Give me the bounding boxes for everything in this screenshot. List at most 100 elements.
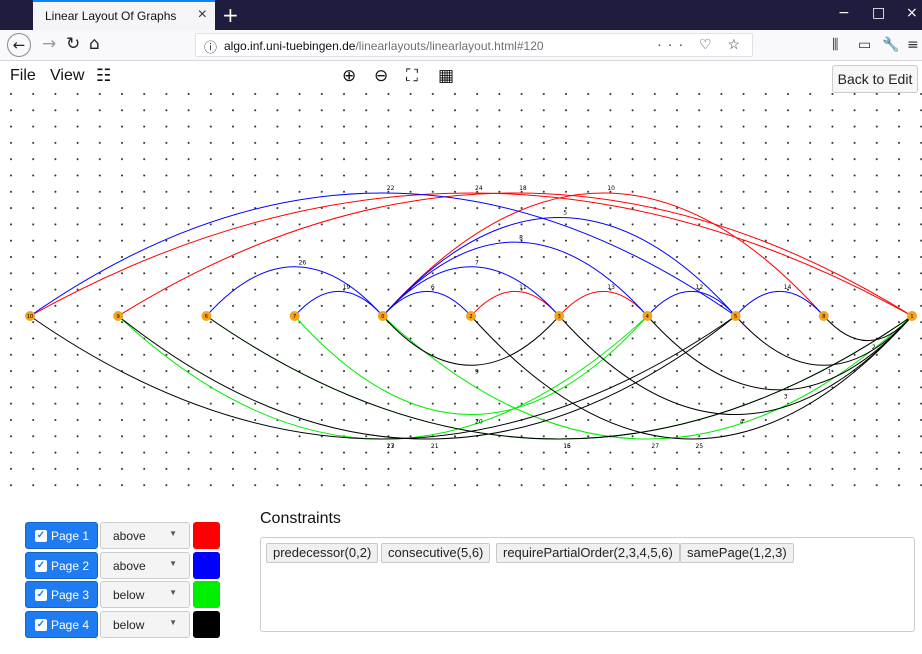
edge-13[interactable] [558, 291, 648, 317]
select-value: above [113, 559, 146, 573]
edge-10[interactable] [382, 192, 825, 317]
vertex-5[interactable] [730, 311, 741, 321]
checkbox-icon[interactable]: ✓ [35, 589, 47, 601]
vertex-1[interactable] [907, 311, 917, 321]
edge-6[interactable] [382, 291, 472, 317]
browser-tab[interactable]: Linear Layout Of Graphs × [33, 0, 215, 30]
edge-12[interactable] [647, 291, 736, 317]
back-to-edit-button[interactable]: Back to Edit [832, 65, 918, 93]
vertices-layer: 10 9 6 7 0 2 3 4 5 8 1 [25, 311, 917, 321]
extension-icon[interactable]: 🔧 [882, 37, 900, 53]
page-1-toggle[interactable]: ✓ Page 1 [25, 522, 98, 549]
constraint-chip[interactable]: predecessor(0,2) [266, 543, 379, 563]
page-4-color-swatch[interactable] [193, 611, 220, 638]
constraint-chip[interactable]: requirePartialOrder(2,3,4,5,6) [496, 543, 680, 563]
home-icon[interactable]: ⌂ [89, 34, 100, 54]
vertex-label: 6 [205, 314, 208, 320]
edge-8[interactable] [382, 241, 648, 317]
edge-26[interactable] [206, 266, 384, 317]
checkbox-icon[interactable]: ✓ [35, 560, 47, 572]
zoom-out-icon[interactable]: ⊖ [374, 66, 389, 86]
page-label: Page 1 [51, 529, 90, 543]
edge-20[interactable] [294, 315, 648, 416]
edge-2[interactable] [823, 315, 913, 341]
forward-arrow-icon[interactable]: → [42, 34, 57, 54]
new-tab-button[interactable]: + [222, 3, 239, 27]
vertex-label: 5 [734, 314, 737, 320]
edge-label: 15 [563, 443, 571, 450]
edge-21[interactable] [117, 315, 736, 440]
edge-label: 3 [784, 393, 788, 400]
checkbox-icon[interactable]: ✓ [35, 619, 47, 631]
edge-22[interactable] [29, 192, 736, 317]
minimize-icon[interactable]: − [838, 5, 850, 21]
constraints-title: Constraints [260, 510, 341, 527]
vertex-9[interactable] [113, 311, 124, 321]
page-4-position-select[interactable]: below ▼ [100, 611, 190, 638]
reload-icon[interactable]: ↻ [66, 34, 81, 54]
grid-icon[interactable]: ▦ [438, 66, 455, 86]
file-menu[interactable]: File [10, 67, 36, 84]
vertex-label: 8 [822, 314, 825, 320]
edge-24[interactable] [29, 192, 913, 317]
page-1-color-swatch[interactable] [193, 522, 220, 549]
vertex-6[interactable] [201, 311, 212, 321]
edge-23[interactable] [29, 315, 736, 440]
browser-navbar: ← → ↻ ⌂ ⓘ algo.inf.uni-tuebingen.de/line… [0, 30, 922, 61]
edge-label: 2 [872, 344, 876, 351]
page-1-position-select[interactable]: above ▼ [100, 522, 190, 549]
view-menu[interactable]: View [50, 67, 85, 84]
fit-screen-icon[interactable]: ⛶ [406, 66, 418, 86]
edge-label: 12 [696, 284, 704, 291]
settings-sliders-icon[interactable]: ☷ [96, 66, 112, 86]
url-text[interactable]: algo.inf.uni-tuebingen.de/linearlayouts/… [224, 39, 544, 53]
vertex-7[interactable] [289, 311, 300, 321]
edge-7[interactable] [382, 266, 560, 317]
edge-9[interactable] [382, 315, 560, 366]
zoom-in-icon[interactable]: ⊕ [342, 66, 357, 86]
edge-4[interactable] [558, 315, 913, 416]
page-2-toggle[interactable]: ✓ Page 2 [25, 552, 98, 579]
vertex-label: 10 [27, 314, 33, 320]
page-4-toggle[interactable]: ✓ Page 4 [25, 611, 98, 638]
page-actions-icon[interactable]: ··· ♡ ☆ [657, 36, 746, 52]
edge-1[interactable] [735, 315, 913, 366]
edge-label: 18 [519, 185, 527, 192]
edge-label: 6 [431, 284, 435, 291]
edge-14[interactable] [735, 291, 825, 317]
vertex-2[interactable] [466, 311, 476, 321]
info-icon[interactable]: ⓘ [204, 40, 218, 55]
back-arrow-icon[interactable]: ← [7, 33, 31, 57]
app-menubar: File View ☷ ⊕ ⊖ ⛶ ▦ Back to Edit [0, 61, 922, 93]
vertex-4[interactable] [642, 311, 653, 321]
edge-5[interactable] [382, 216, 736, 317]
vertex-8[interactable] [818, 311, 829, 321]
edge-label: 23 [387, 443, 395, 450]
checkbox-icon[interactable]: ✓ [35, 530, 47, 542]
vertex-10[interactable] [25, 311, 35, 321]
constraints-box: predecessor(0,2) consecutive(5,6) requir… [260, 537, 915, 632]
vertex-3[interactable] [554, 311, 565, 321]
url-bar[interactable]: ⓘ algo.inf.uni-tuebingen.de/linearlayout… [195, 33, 753, 57]
sidebar-icon[interactable]: ▭ [858, 37, 872, 53]
edge-25[interactable] [470, 315, 913, 440]
edge-19[interactable] [294, 291, 384, 317]
constraint-chip[interactable]: consecutive(5,6) [381, 543, 491, 563]
edge-18[interactable] [117, 192, 913, 317]
page-3-toggle[interactable]: ✓ Page 3 [25, 581, 98, 608]
menu-icon[interactable]: ≡ [907, 37, 919, 53]
library-icon[interactable]: ⫼ [832, 37, 839, 53]
constraint-chip[interactable]: samePage(1,2,3) [680, 543, 794, 563]
edge-15[interactable] [206, 315, 913, 440]
edge-3[interactable] [647, 315, 913, 391]
maximize-icon[interactable]: □ [872, 5, 886, 21]
page-2-color-swatch[interactable] [193, 552, 220, 579]
page-2-position-select[interactable]: above ▼ [100, 552, 190, 579]
close-window-icon[interactable]: × [906, 5, 918, 21]
page-3-position-select[interactable]: below ▼ [100, 581, 190, 608]
caret-down-icon: ▼ [169, 588, 177, 597]
vertex-0[interactable] [377, 311, 388, 321]
tab-close-icon[interactable]: × [197, 6, 207, 23]
page-3-color-swatch[interactable] [193, 581, 220, 608]
